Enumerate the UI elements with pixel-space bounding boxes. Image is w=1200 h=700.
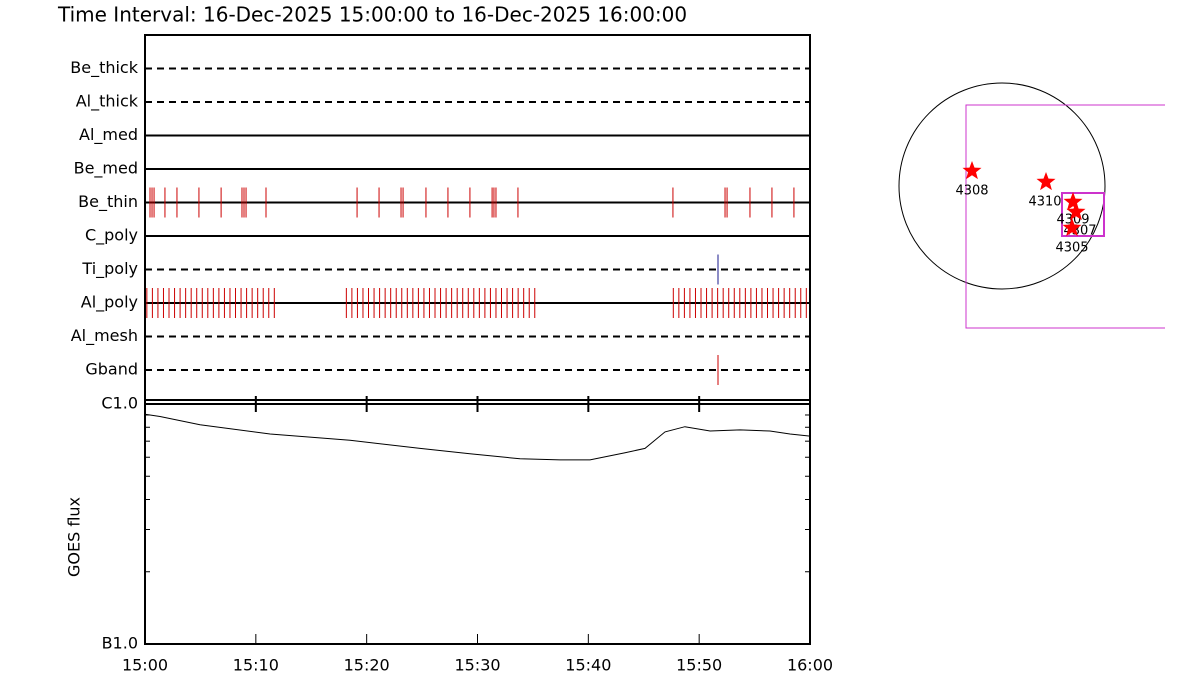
x-tick-label: 15:30 — [454, 656, 500, 675]
row-label: Be_thick — [70, 58, 138, 78]
region-star — [1036, 172, 1056, 191]
fov-small — [1061, 192, 1105, 237]
y-tick-label: B1.0 — [102, 634, 138, 653]
region-label: 4305 — [1055, 241, 1088, 256]
row-label: Al_med — [79, 125, 138, 145]
x-tick-label: 15:10 — [233, 656, 279, 675]
row-label: Al_poly — [81, 293, 138, 313]
timeline-frame — [144, 34, 811, 401]
region-star — [962, 161, 982, 180]
fov-large — [965, 104, 1165, 329]
row-label: Al_mesh — [71, 326, 138, 346]
row-label: C_poly — [85, 226, 138, 246]
x-tick-label: 15:20 — [344, 656, 390, 675]
region-star — [1066, 202, 1086, 221]
region-star — [1063, 192, 1083, 211]
chart-title: Time Interval: 16-Dec-2025 15:00:00 to 1… — [57, 3, 687, 27]
x-tick-label: 15:50 — [676, 656, 722, 675]
goes-curve — [144, 413, 811, 461]
row-label: Be_thin — [78, 192, 138, 212]
x-tick-label: 15:00 — [122, 656, 168, 675]
row-label: Al_thick — [76, 92, 139, 112]
row-label: Be_med — [74, 159, 138, 179]
goes-frame — [144, 403, 811, 645]
row-label: Ti_poly — [81, 259, 138, 279]
region-label: 4308 — [955, 184, 988, 199]
region-star — [1062, 218, 1082, 237]
y-tick-label: C1.0 — [101, 394, 138, 413]
row-label: Gband — [85, 360, 138, 379]
y-axis-label: GOES flux — [65, 497, 84, 577]
x-tick-label: 15:40 — [565, 656, 611, 675]
region-label: 4310 — [1028, 195, 1061, 210]
x-tick-label: 16:00 — [787, 656, 833, 675]
solar-disk — [898, 82, 1106, 290]
region-label: 4309 — [1056, 213, 1089, 228]
